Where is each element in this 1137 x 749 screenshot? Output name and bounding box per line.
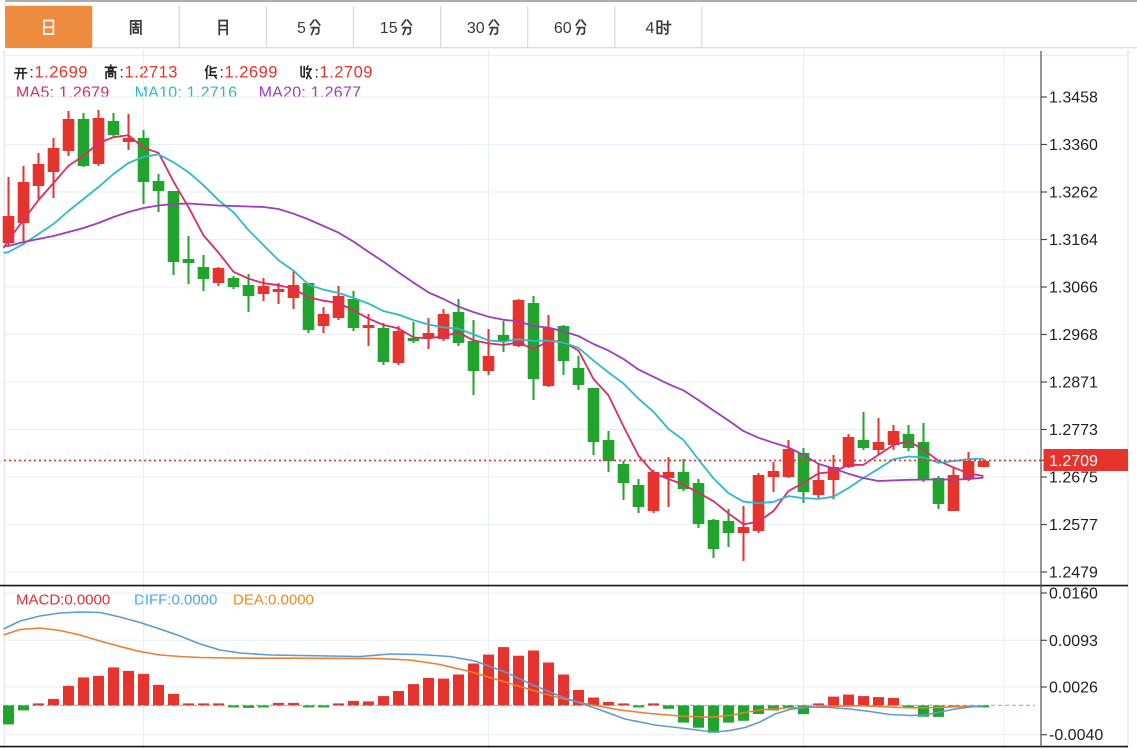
svg-text:1.3458: 1.3458 <box>1049 90 1098 107</box>
svg-text:1.2699: 1.2699 <box>225 64 278 82</box>
svg-text::: : <box>120 65 124 82</box>
svg-text:MACD:0.0000: MACD:0.0000 <box>16 592 110 609</box>
svg-text:60: 60 <box>554 20 572 37</box>
svg-text:1.2699: 1.2699 <box>35 64 88 82</box>
svg-text:0.0160: 0.0160 <box>1049 586 1098 603</box>
svg-text:4: 4 <box>645 20 654 37</box>
svg-text::: : <box>30 65 34 82</box>
svg-text:30: 30 <box>467 20 485 37</box>
svg-text:DIFF:0.0000: DIFF:0.0000 <box>134 592 217 609</box>
svg-text:-0.0040: -0.0040 <box>1049 727 1103 744</box>
svg-text:1.2675: 1.2675 <box>1049 470 1098 487</box>
svg-text:MA10: 1.2716: MA10: 1.2716 <box>135 85 238 102</box>
svg-text:1.3360: 1.3360 <box>1049 137 1098 154</box>
svg-text:5: 5 <box>297 20 306 37</box>
svg-text:1.2871: 1.2871 <box>1049 375 1098 392</box>
svg-text:1.2713: 1.2713 <box>125 64 178 82</box>
svg-text::: : <box>220 65 224 82</box>
svg-text:0.0026: 0.0026 <box>1049 680 1098 697</box>
svg-text:15: 15 <box>380 20 398 37</box>
svg-text::: : <box>315 65 319 82</box>
svg-text:1.2773: 1.2773 <box>1049 422 1098 439</box>
svg-text:1.2709: 1.2709 <box>1049 453 1098 470</box>
svg-text:1.3066: 1.3066 <box>1049 280 1098 297</box>
svg-text:1.3164: 1.3164 <box>1049 232 1098 249</box>
svg-text:1.3262: 1.3262 <box>1049 185 1098 202</box>
svg-text:0.0093: 0.0093 <box>1049 633 1098 650</box>
svg-text:DEA:0.0000: DEA:0.0000 <box>233 592 314 609</box>
svg-text:MA20: 1.2677: MA20: 1.2677 <box>259 85 362 102</box>
svg-text:1.2709: 1.2709 <box>320 64 373 82</box>
svg-text:MA5: 1.2679: MA5: 1.2679 <box>16 85 109 102</box>
svg-text:1.2968: 1.2968 <box>1049 327 1098 344</box>
svg-text:1.2577: 1.2577 <box>1049 517 1098 534</box>
svg-text:1.2479: 1.2479 <box>1049 565 1098 582</box>
